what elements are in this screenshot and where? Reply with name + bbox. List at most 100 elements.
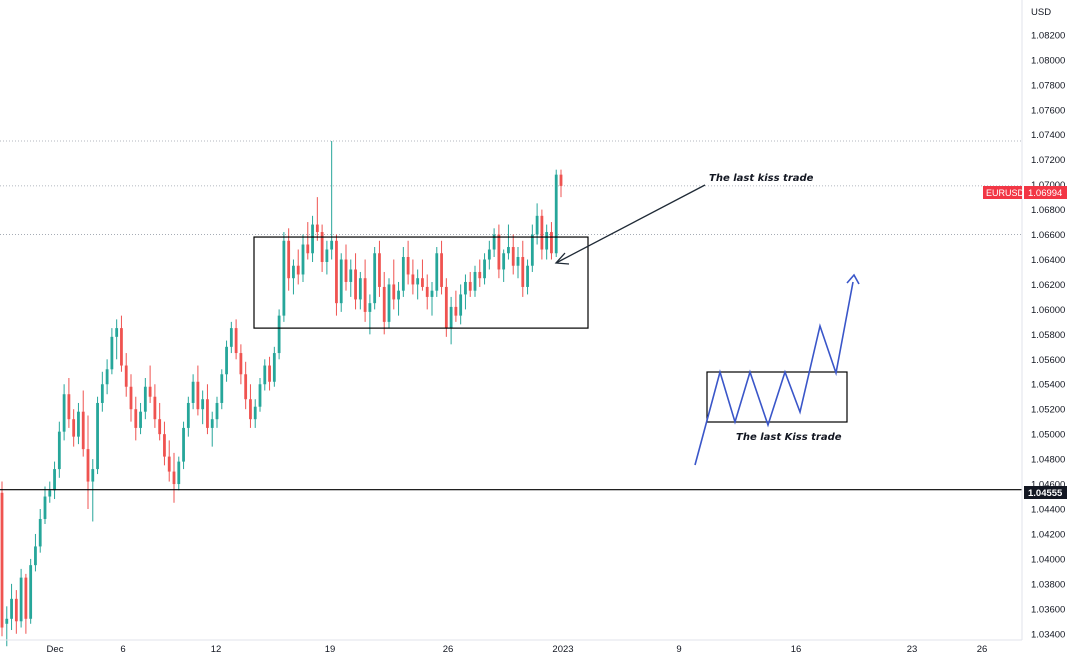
candle — [287, 228, 291, 291]
candle — [277, 309, 281, 360]
candle — [115, 319, 119, 360]
candle — [311, 215, 314, 262]
candle — [177, 456, 181, 491]
price-tick-label: 1.05400 — [1031, 380, 1065, 391]
candle — [186, 396, 190, 437]
price-tick-label: 1.07800 — [1031, 80, 1065, 91]
candle — [105, 359, 109, 395]
candle — [244, 361, 248, 410]
candle — [387, 278, 391, 329]
candle — [464, 274, 467, 310]
price-tick-label: 1.04000 — [1031, 554, 1065, 565]
candle — [124, 353, 128, 397]
price-tick-label: 1.06000 — [1031, 305, 1065, 316]
candle — [263, 359, 267, 391]
candle — [421, 259, 424, 291]
candle — [330, 140, 334, 260]
price-tick-label: 1.07600 — [1031, 105, 1065, 116]
time-tick-label: 12 — [211, 644, 222, 655]
candle — [120, 315, 123, 372]
candle — [378, 240, 381, 297]
candle — [440, 240, 443, 295]
candles — [0, 140, 563, 647]
candle — [411, 259, 415, 295]
currency-label: USD — [1031, 7, 1051, 18]
candle — [516, 247, 520, 279]
time-tick-label: 9 — [676, 644, 681, 655]
candle — [335, 234, 338, 316]
diagram-annotation-label: The last Kiss trade — [736, 432, 842, 443]
candle — [401, 247, 405, 297]
candle — [129, 374, 133, 422]
candle — [559, 169, 563, 198]
candle — [258, 378, 262, 412]
candle — [53, 461, 56, 500]
candle — [306, 222, 310, 260]
candle — [57, 421, 61, 478]
price-axis[interactable]: 1.08200 1.08000 1.07800 1.07600 1.07400 1.072… — [1031, 30, 1065, 640]
candle — [358, 271, 362, 310]
candle — [502, 249, 506, 282]
range-box[interactable] — [253, 236, 589, 329]
candle — [139, 402, 142, 435]
candle — [382, 271, 386, 335]
candle — [444, 278, 448, 337]
candle — [535, 203, 539, 245]
candle — [62, 384, 66, 441]
kiss-trade-diagram — [694, 273, 860, 466]
time-tick-label: 6 — [120, 644, 125, 655]
candle — [134, 396, 138, 441]
candle — [392, 259, 396, 310]
price-tick-label: 1.04600 — [1031, 480, 1065, 491]
candle — [29, 558, 33, 624]
candle — [158, 402, 162, 441]
candle — [296, 249, 300, 285]
candle — [182, 421, 185, 470]
price-tick-label: 1.06200 — [1031, 280, 1065, 291]
price-tick-label: 1.04400 — [1031, 505, 1065, 516]
candle — [225, 340, 228, 382]
candle — [507, 224, 510, 260]
price-tick-label: 1.05600 — [1031, 355, 1065, 366]
candle — [315, 197, 319, 241]
candle — [425, 274, 429, 310]
price-tick-label: 1.06400 — [1031, 255, 1065, 266]
candle — [191, 374, 195, 410]
candle — [24, 573, 28, 634]
candle — [253, 399, 257, 428]
time-tick-label: 26 — [443, 644, 454, 655]
candle — [210, 411, 214, 447]
price-tick-label: 1.08000 — [1031, 55, 1065, 66]
candle — [545, 224, 549, 260]
time-axis[interactable]: Dec 6 12 19 26 2023 9 16 23 26 — [47, 644, 988, 655]
candle — [363, 259, 367, 322]
candle — [249, 384, 252, 428]
candle — [349, 259, 353, 297]
candle — [143, 378, 147, 420]
price-tick-label: 1.05800 — [1031, 330, 1065, 341]
candle — [268, 356, 271, 391]
candle — [468, 271, 472, 297]
candle — [196, 365, 200, 416]
candle — [167, 440, 171, 482]
candle — [201, 390, 205, 425]
candle — [430, 281, 434, 316]
price-tick-label: 1.03600 — [1031, 604, 1065, 615]
annotation-arrow[interactable] — [554, 184, 706, 265]
candle — [110, 328, 114, 375]
price-tick-label: 1.07400 — [1031, 130, 1065, 141]
price-tick-label: 1.05200 — [1031, 405, 1065, 416]
candle — [229, 321, 233, 354]
price-tick-label: 1.05000 — [1031, 430, 1065, 441]
candle — [67, 378, 71, 428]
candle — [96, 396, 99, 475]
candle — [0, 481, 4, 637]
candle — [91, 459, 95, 522]
candle — [473, 265, 477, 297]
arrow-annotation-label: The last kiss trade — [709, 173, 814, 184]
price-tick-label: 1.04800 — [1031, 455, 1065, 466]
candle — [406, 240, 410, 285]
symbol-label: EURUSD — [986, 188, 1025, 198]
candle — [34, 533, 37, 572]
